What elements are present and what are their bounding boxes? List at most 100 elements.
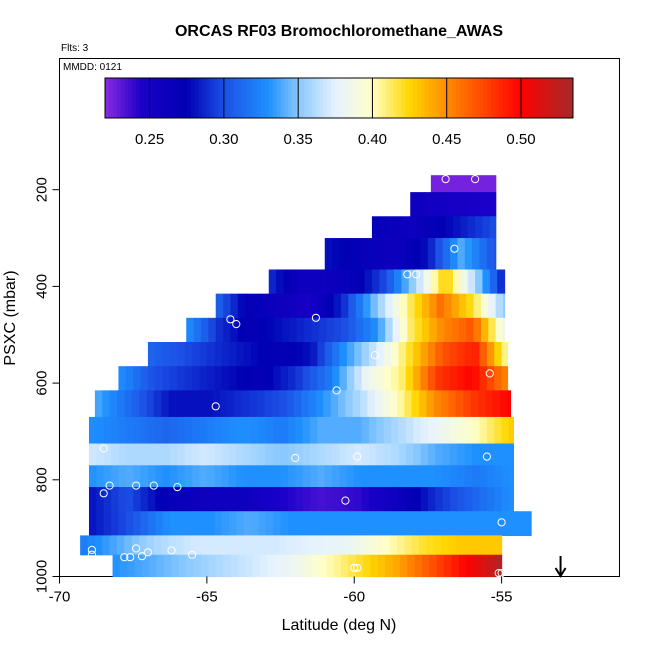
colorbar-segment <box>339 78 344 118</box>
heatmap-cell <box>473 554 482 578</box>
heatmap-cell <box>361 342 370 367</box>
heatmap-cell <box>282 317 290 343</box>
colorbar-segment <box>530 78 535 118</box>
heatmap-cell <box>346 511 355 537</box>
heatmap-cell <box>363 293 372 319</box>
heatmap-cell <box>302 416 311 445</box>
colorbar-segment <box>498 78 504 118</box>
colorbar-segment <box>268 78 274 118</box>
heatmap-cell <box>392 554 401 578</box>
heatmap-cell <box>486 443 495 466</box>
heatmap-cell <box>146 535 155 556</box>
heatmap-cell <box>479 487 488 512</box>
heatmap-cell <box>155 342 164 367</box>
heatmap-cell <box>289 293 298 319</box>
heatmap-cell <box>355 317 364 343</box>
heatmap-cell <box>190 390 199 418</box>
colorbar-segment <box>163 78 168 118</box>
heatmap-cell <box>501 366 509 391</box>
heatmap-cell <box>460 269 469 295</box>
heatmap-cell <box>450 487 458 512</box>
heatmap-cell <box>354 465 363 488</box>
heatmap-cell <box>391 366 400 391</box>
heatmap-cell <box>450 416 458 445</box>
heatmap-cell <box>464 511 473 537</box>
heatmap-cell <box>488 554 497 578</box>
y-axis-label: PSXC (mbar) <box>2 270 19 365</box>
heatmap-cell <box>363 317 372 343</box>
colorbar-segment <box>249 78 254 118</box>
heatmap-cell <box>236 443 245 466</box>
heatmap-cell <box>494 465 503 488</box>
heatmap-cell <box>317 487 326 512</box>
colorbar-segment <box>417 78 422 118</box>
heatmap-cell <box>205 535 214 556</box>
heatmap-cell <box>495 554 503 578</box>
heatmap-cell <box>405 443 414 466</box>
colorbar-segment <box>393 78 398 118</box>
heatmap-cell <box>282 293 290 319</box>
heatmap-cell <box>155 416 164 445</box>
heatmap-cell <box>133 487 142 512</box>
heatmap-cell <box>450 465 458 488</box>
heatmap-cell <box>433 390 442 418</box>
heatmap-cell <box>376 511 385 537</box>
heatmap-cell <box>298 269 307 295</box>
colorbar-segment <box>428 78 434 118</box>
colorbar-segment <box>218 78 223 118</box>
heatmap-cell <box>441 390 450 418</box>
heatmap-cell <box>146 390 155 418</box>
heatmap-cell <box>408 216 417 239</box>
heatmap-cell <box>383 342 392 367</box>
sample-point <box>485 369 494 378</box>
heatmap-cell <box>429 554 438 578</box>
heatmap-cell <box>205 390 214 418</box>
heatmap-cell <box>374 535 383 556</box>
colorbar-segment <box>522 78 527 118</box>
sample-point <box>188 550 197 559</box>
heatmap-cell <box>228 511 237 537</box>
colorbar-segment <box>264 78 270 118</box>
colorbar-segment <box>303 78 309 118</box>
heatmap-cell <box>427 465 436 488</box>
heatmap-cell <box>420 366 429 391</box>
colorbar-segment <box>288 78 293 118</box>
heatmap-cell <box>394 216 402 239</box>
heatmap-cell <box>242 390 251 418</box>
heatmap-cell <box>251 443 260 466</box>
heatmap-cell <box>450 443 458 466</box>
heatmap-cell <box>206 342 215 367</box>
heatmap-cell <box>324 416 333 445</box>
colorbar-segment <box>179 78 184 118</box>
heatmap-cell <box>237 293 246 319</box>
heatmap-cell <box>96 487 105 512</box>
heatmap-cell <box>445 175 454 193</box>
sample-point <box>232 320 241 329</box>
heatmap-cell <box>391 465 400 488</box>
heatmap-cell <box>177 465 186 488</box>
heatmap-cell <box>391 443 400 466</box>
colorbar-segment <box>471 78 476 118</box>
heatmap-cell <box>361 487 370 512</box>
heatmap-cell <box>485 535 494 556</box>
colorbar-segment <box>479 78 484 118</box>
heatmap-cell <box>274 317 283 343</box>
heatmap-cell <box>170 511 178 537</box>
heatmap-cell <box>103 416 112 445</box>
heatmap-cell <box>435 465 444 488</box>
heatmap-cell <box>147 443 156 466</box>
heatmap-cell <box>479 238 488 271</box>
heatmap-cell <box>295 511 304 537</box>
heatmap-cell <box>119 554 128 578</box>
colorbar-segment <box>237 78 242 118</box>
heatmap-cell <box>280 465 289 488</box>
heatmap-cell <box>348 293 357 319</box>
colorbar-segment <box>261 78 266 118</box>
heatmap-cell <box>192 465 201 488</box>
heatmap-cell <box>208 554 217 578</box>
colorbar-segment <box>206 78 211 118</box>
heatmap-cell <box>488 317 497 343</box>
heatmap-cell <box>361 465 370 488</box>
heatmap-cell <box>472 342 481 367</box>
heatmap-cell <box>346 416 355 445</box>
